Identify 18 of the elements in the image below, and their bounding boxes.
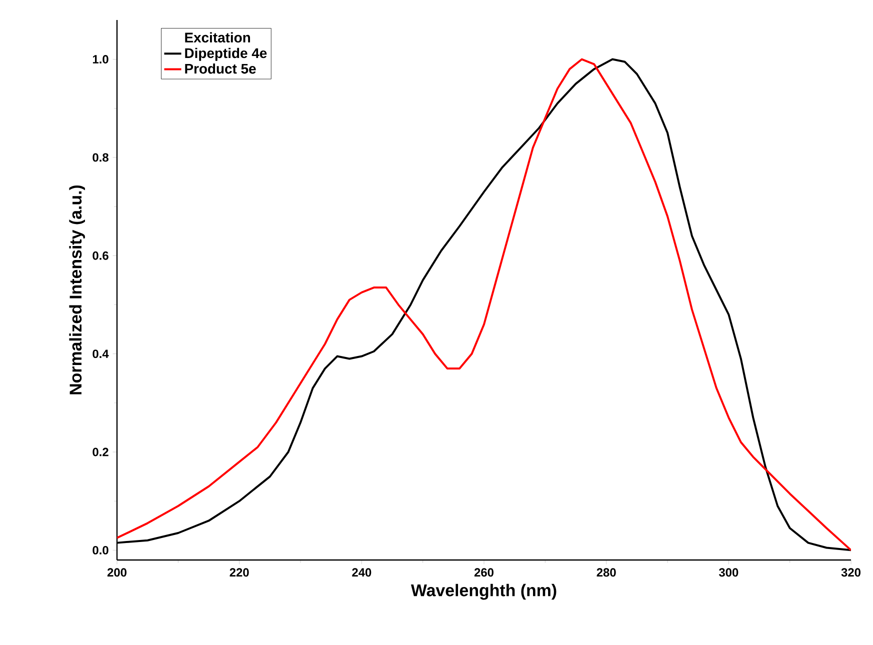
x-tick-label: 240: [352, 568, 372, 577]
x-tick-label: 260: [474, 568, 494, 577]
x-tick-label: 320: [841, 568, 860, 577]
x-tick-label: 200: [107, 568, 126, 577]
y-tick-label: 0.4: [92, 350, 109, 358]
y-tick-label: 1.0: [92, 55, 108, 64]
x-tick-label: 300: [718, 568, 738, 577]
x-axis-title: Wavelenghth (nm): [410, 584, 556, 600]
y-tick-label: 0.2: [92, 448, 108, 456]
y-tick-label: 0.0: [92, 546, 108, 554]
legend-title: Excitation: [185, 32, 250, 43]
x-tick-label: 280: [596, 568, 616, 577]
x-tick-label: 220: [230, 568, 249, 577]
legend-label: Dipeptide 4e: [185, 48, 267, 61]
y-tick-label: 0.6: [92, 251, 108, 260]
legend-label: Product 5e: [185, 63, 256, 74]
y-tick-label: 0.8: [92, 153, 108, 162]
y-axis-title: Normalized Intensity (a.u.): [69, 185, 85, 394]
